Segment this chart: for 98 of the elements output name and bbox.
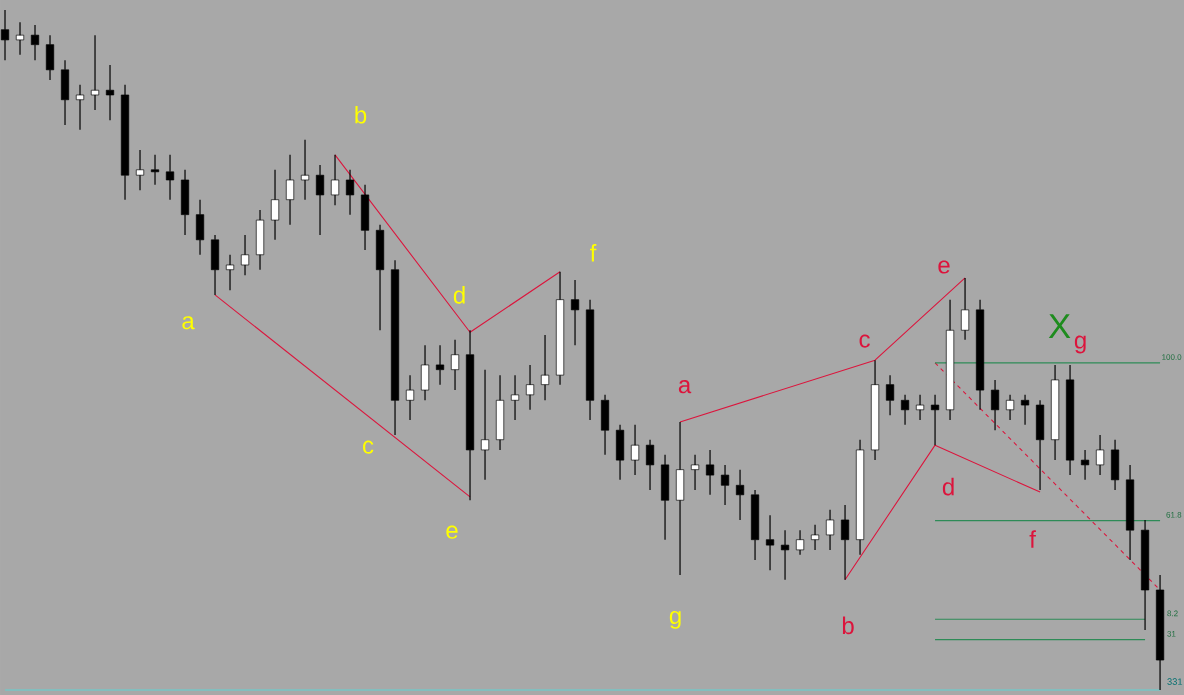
candlestick (1125, 464, 1135, 561)
candlestick (240, 234, 250, 276)
candlestick (1050, 364, 1060, 461)
candlestick (630, 424, 640, 476)
candlestick (1020, 394, 1030, 426)
candlestick (90, 34, 100, 111)
candlestick (195, 199, 205, 256)
candlestick (675, 421, 685, 576)
candlestick (840, 504, 850, 581)
annotation: a (678, 380, 692, 394)
candlestick (810, 524, 820, 551)
candlestick (735, 469, 745, 521)
candlestick (165, 154, 175, 201)
candlestick (795, 529, 805, 556)
candlestick (360, 184, 370, 251)
candlestick (375, 224, 385, 331)
candlestick (945, 299, 955, 421)
candlestick (870, 359, 880, 461)
candlestick (120, 84, 130, 201)
candlestick (645, 439, 655, 491)
candlestick (180, 169, 190, 236)
candlestick (525, 364, 535, 411)
candlestick (465, 329, 475, 501)
candlestick (450, 339, 460, 391)
candlestick (915, 394, 925, 421)
annotation: g (669, 610, 681, 629)
annotation: c (859, 334, 870, 348)
annotation: e (938, 260, 950, 274)
candlestick (1065, 364, 1075, 476)
candlestick (435, 344, 445, 386)
annotation: d (453, 286, 465, 304)
annotation: c (363, 440, 374, 454)
candlestick (15, 21, 25, 56)
candlestick (1140, 519, 1150, 631)
candlestick (690, 454, 700, 491)
candlestick (705, 449, 715, 496)
candlestick (135, 149, 145, 191)
candlestick (570, 279, 580, 346)
candlestick (930, 394, 940, 446)
candlestick (300, 139, 310, 201)
candlestick (255, 209, 265, 271)
candlestick (855, 439, 865, 556)
candlestick (540, 334, 550, 401)
text: 100.0 (1162, 354, 1182, 360)
candlestick (105, 64, 115, 121)
candlestick (75, 84, 85, 131)
candlestick (1110, 439, 1120, 491)
candlestick (750, 489, 760, 561)
annotation: e (446, 525, 458, 539)
candlestick (720, 464, 730, 506)
annotation: f (1029, 530, 1036, 548)
candlestick (330, 154, 340, 206)
candlestick (825, 509, 835, 551)
candlestick (780, 529, 790, 581)
candlestick (60, 59, 70, 126)
candlestick (765, 514, 775, 571)
candlestick (315, 164, 325, 236)
candlestick (480, 369, 490, 481)
annotation: X (1048, 314, 1071, 339)
candlestick (990, 379, 1000, 431)
annotation: f (590, 244, 597, 262)
candlestick (900, 394, 910, 426)
candlestick (225, 254, 235, 291)
candlestick (405, 374, 415, 421)
annotation: a (182, 316, 195, 330)
candlestick (390, 259, 400, 436)
text: 31 (1167, 631, 1176, 637)
candlestick (210, 234, 220, 296)
candlestick (45, 34, 55, 81)
candlestick (495, 374, 505, 451)
annotation: b (355, 105, 367, 124)
candlestick (510, 374, 520, 421)
candlestick (660, 454, 670, 541)
candlestick (1155, 574, 1165, 691)
candlestick (585, 299, 595, 421)
candlestick (270, 169, 280, 241)
candlestick (1035, 399, 1045, 491)
candlestick (285, 154, 295, 226)
candlestick (555, 271, 565, 386)
candlestick (1095, 434, 1105, 476)
annotation: g (1074, 335, 1086, 354)
candlestick (960, 277, 970, 341)
candlestick (150, 154, 160, 186)
text: 61.8 (1166, 512, 1182, 518)
candlestick (0, 9, 10, 61)
candlestick (1080, 449, 1090, 481)
candlestick (1005, 394, 1015, 421)
annotation: d (942, 477, 954, 496)
text: 331 (1167, 678, 1183, 685)
annotation: b (842, 616, 854, 635)
candlestick (885, 374, 895, 416)
text: 8.2 (1167, 610, 1178, 617)
candlestick (420, 344, 430, 401)
candlestick (975, 299, 985, 411)
candlestick (615, 424, 625, 481)
candlestick (30, 24, 40, 61)
candlestick (600, 394, 610, 456)
candlestick (345, 169, 355, 216)
